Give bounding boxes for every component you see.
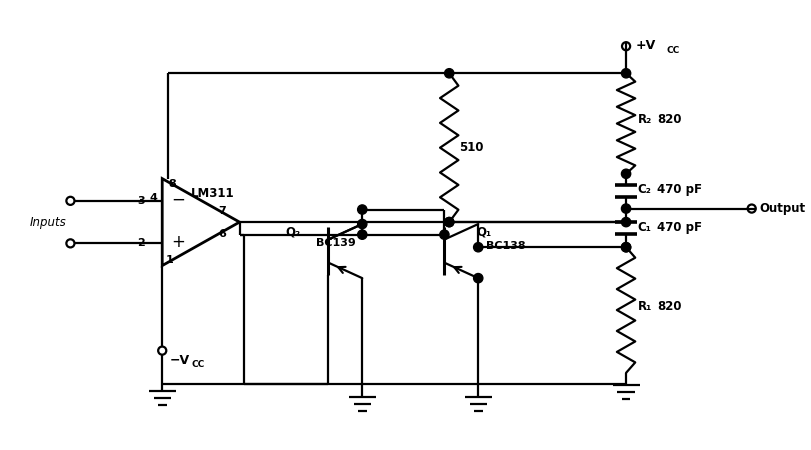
Text: CC: CC — [666, 45, 679, 54]
Text: Q₂: Q₂ — [285, 225, 300, 238]
Circle shape — [357, 205, 367, 214]
Text: −: − — [170, 191, 184, 209]
Circle shape — [620, 217, 630, 227]
Text: +: + — [170, 234, 184, 252]
Text: BC138: BC138 — [485, 241, 525, 251]
Text: 820: 820 — [656, 113, 680, 126]
Text: 820: 820 — [656, 300, 680, 313]
Text: 3: 3 — [137, 196, 144, 206]
Text: 1: 1 — [166, 255, 174, 265]
Circle shape — [620, 243, 630, 252]
Text: 470 pF: 470 pF — [656, 221, 702, 234]
Text: 510: 510 — [458, 141, 483, 154]
Text: R₂: R₂ — [637, 113, 651, 126]
Circle shape — [440, 230, 448, 239]
Circle shape — [620, 169, 630, 178]
Text: −V: −V — [169, 354, 190, 367]
Text: R₁: R₁ — [637, 300, 651, 313]
Circle shape — [357, 230, 367, 239]
Circle shape — [444, 217, 453, 227]
Text: Output: Output — [758, 202, 805, 215]
Text: 2: 2 — [137, 238, 144, 248]
Text: 470 pF: 470 pF — [656, 183, 702, 196]
Circle shape — [357, 220, 367, 229]
Text: Inputs: Inputs — [30, 216, 67, 229]
Text: CC: CC — [191, 360, 204, 369]
Circle shape — [620, 243, 630, 252]
Circle shape — [444, 217, 453, 227]
Circle shape — [620, 204, 630, 213]
Text: Q₁: Q₁ — [476, 225, 491, 238]
Text: 4: 4 — [149, 193, 157, 203]
Text: 7: 7 — [218, 206, 225, 216]
Text: BC139: BC139 — [315, 238, 355, 248]
Text: +V: +V — [635, 39, 655, 52]
Text: 8: 8 — [168, 180, 175, 189]
Text: C₂: C₂ — [637, 183, 650, 196]
Circle shape — [473, 274, 483, 283]
Text: 6: 6 — [218, 229, 225, 238]
Circle shape — [444, 69, 453, 78]
Text: LM311: LM311 — [191, 187, 234, 200]
Circle shape — [473, 243, 483, 252]
Circle shape — [620, 69, 630, 78]
Text: C₁: C₁ — [637, 221, 650, 234]
